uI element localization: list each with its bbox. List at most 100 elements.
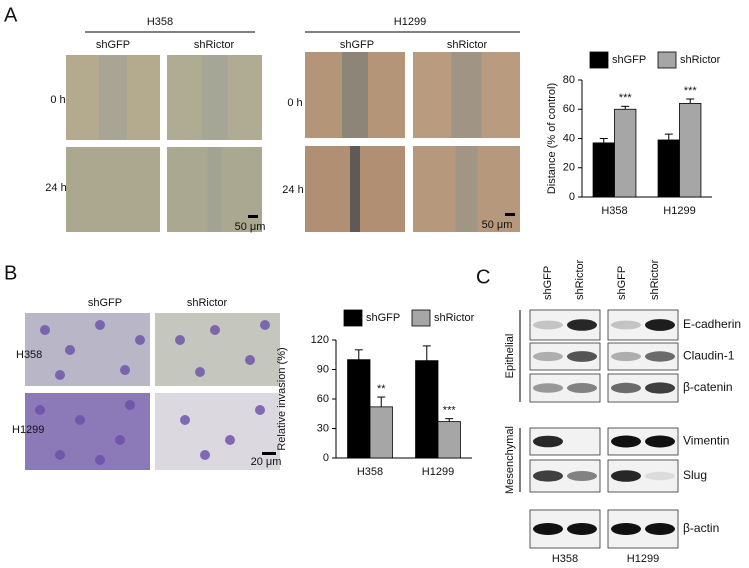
x-tick-label: H1299 [663,205,695,217]
cell [35,405,45,415]
band [567,471,597,481]
bar [347,359,371,459]
label: H358 [147,16,173,28]
significance: *** [443,405,457,417]
x-tick-label: H358 [357,466,383,478]
cell [260,320,270,330]
label: H358 [16,349,42,361]
cell [255,405,265,415]
band [611,351,641,362]
label: shGFP [340,39,374,51]
legend-label: shGFP [612,54,646,66]
y-tick-label: 90 [317,363,329,375]
cell [75,415,85,425]
wound-gap [342,52,368,138]
micrograph [25,313,150,386]
bar [614,108,637,198]
protein-label: E-cadherin [683,317,741,331]
bar [369,406,393,459]
cell [65,345,75,355]
band [533,383,563,393]
scale-bar [505,213,515,216]
legend-label: shGFP [366,312,400,324]
cell [195,367,205,377]
label: shGFP [96,39,130,51]
cell [55,370,65,380]
micrograph [155,313,280,386]
scale-bar [262,452,276,455]
band [533,523,563,535]
band [611,523,641,535]
cell [95,320,105,330]
scale-bar [248,215,258,218]
panel-label: A [4,4,18,26]
band [645,382,675,394]
group-label: Epithelial [504,334,516,379]
y-tick-label: 20 [563,162,575,174]
protein-label: Claudin-1 [683,349,735,363]
band [567,523,597,535]
label: H1299 [394,16,426,28]
cell [95,455,105,465]
legend-swatch [411,309,431,327]
band [611,435,641,448]
label: 50 μm [482,219,513,231]
cell [225,435,235,445]
y-tick-label: 30 [317,422,329,434]
cell [40,325,50,335]
band [611,382,641,394]
label: 24 h [282,184,303,196]
cell [245,355,255,365]
cell [125,400,135,410]
legend-swatch [589,51,609,69]
band [645,523,675,535]
legend-swatch [657,51,677,69]
y-tick-label: 120 [311,334,329,346]
wound-gap [207,147,222,232]
bar [657,139,680,198]
x-tick-label: H1299 [422,466,454,478]
label: H1299 [627,553,659,565]
cell [175,335,185,345]
legend-label: shRictor [434,312,475,324]
band [611,320,641,330]
bar [679,103,702,198]
cell [120,365,130,375]
y-tick-label: 80 [563,74,575,86]
legend-swatch [343,309,363,327]
band [611,470,641,482]
y-tick-label: 60 [317,393,329,405]
lane-label: shGFP [616,266,628,300]
significance: ** [377,383,386,395]
bar [437,421,461,459]
label: 20 μm [251,456,282,468]
label: 50 μm [235,221,266,233]
band [567,319,597,331]
protein-label: β-catenin [683,380,733,394]
band [645,351,675,362]
label: shRictor [187,297,228,309]
y-tick-label: 0 [323,452,329,464]
wound-gap [99,55,127,140]
label: 24 h [45,182,66,194]
significance: *** [684,85,698,97]
significance: *** [619,92,633,104]
label: shRictor [447,39,488,51]
wound-gap [350,146,360,232]
lane-label: shRictor [649,259,661,300]
protein-label: Slug [683,468,707,482]
band [533,470,563,482]
protein-label: β-actin [683,521,719,535]
band [645,319,675,331]
lane-label: shRictor [574,259,586,300]
label: H358 [552,553,578,565]
label: shGFP [88,297,122,309]
micrograph [66,147,160,232]
y-axis-label: Distance (% of control) [546,83,558,194]
wound-gap [451,52,482,138]
legend-label: shRictor [680,54,721,66]
band [645,471,675,481]
panel-label: B [4,262,17,284]
cell [180,415,190,425]
panel-label: C [476,266,490,288]
